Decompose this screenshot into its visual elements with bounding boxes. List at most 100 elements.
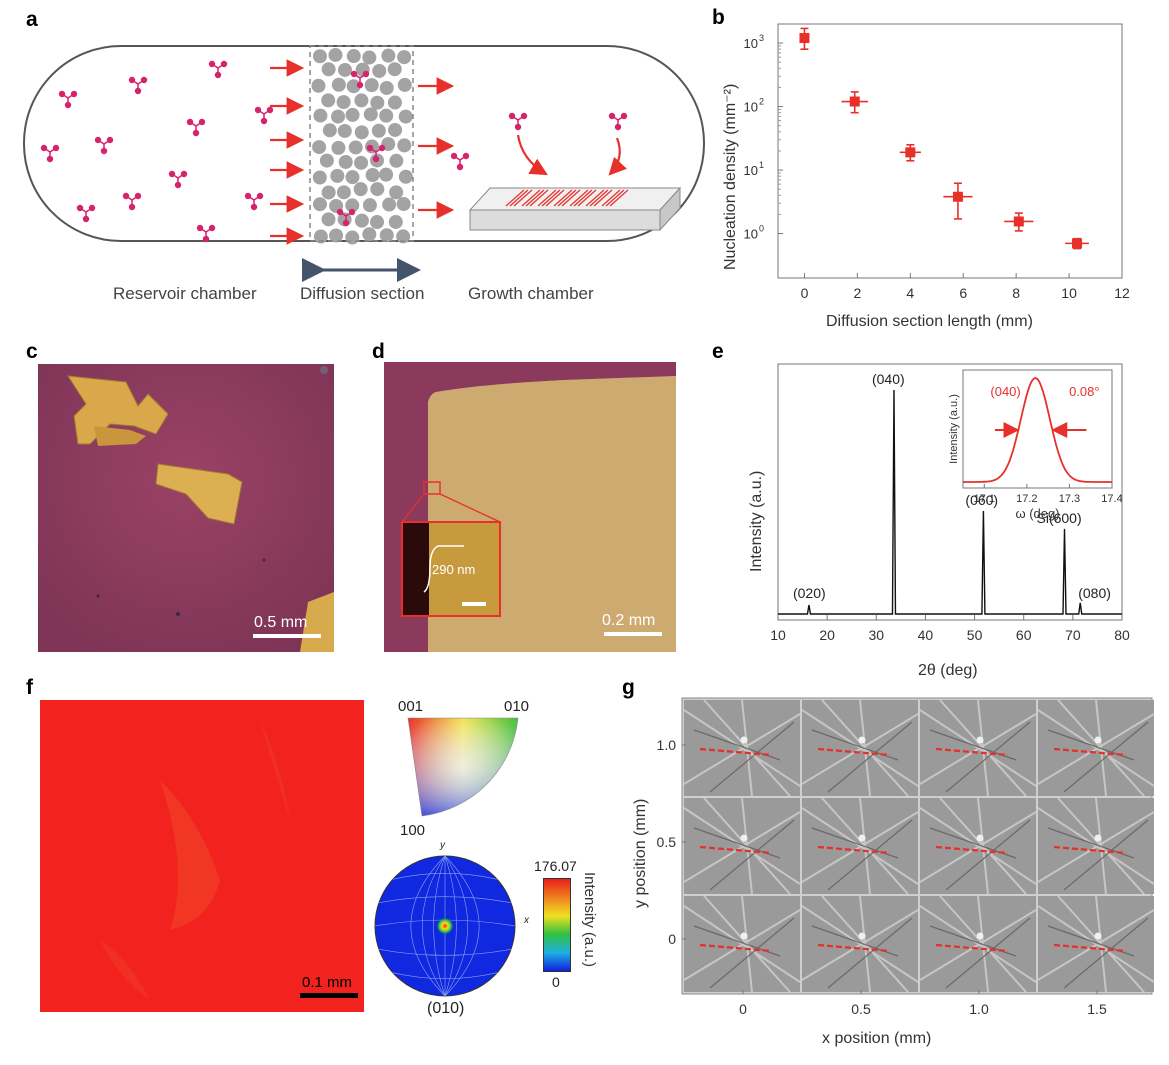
diffusion-disk [372,63,387,78]
panel-a-schematic [23,45,705,282]
x-tick-label: 0 [801,285,809,301]
panel-g-ylabel: y position (mm) [632,798,649,908]
molecule-icon [508,112,528,131]
diffusion-disk [363,107,378,122]
kikuchi-bands [1037,797,1155,895]
zone-axis [1094,834,1102,842]
panel-label-e: e [712,340,724,363]
y-tick-label: 10 [744,100,758,115]
y-tick-label: 1.0 [657,737,677,753]
diffusion-disk [370,215,385,230]
diffusion-disk [387,62,402,77]
diffusion-disk [354,155,369,170]
red-dashed-marker [1053,845,1127,855]
x-tick-label: 4 [906,285,914,301]
diffusion-disk [382,197,397,212]
x-tick-label: 30 [868,627,884,643]
panel-d-inset-label: 290 nm [432,562,476,577]
x-tick-label: 60 [1016,627,1032,643]
red-dashed-marker [935,943,1009,953]
molecule-icon [244,192,264,211]
zone-axis [976,736,984,744]
diffusion-disk [389,153,404,168]
molecule-icon [608,112,628,131]
kikuchi-bands [919,895,1037,993]
diffusion-disk [398,169,413,184]
diffusion-disk [389,185,404,200]
diffusion-disk [362,227,377,242]
inset-peak-label: (040) [990,384,1020,399]
ipf-label-001: 001 [398,698,424,715]
y-tick-label: 0.5 [657,834,677,850]
panel-label-c: c [26,340,38,363]
red-dashed-marker [699,747,773,757]
zone-axis [740,736,748,744]
x-tick-label: 1.0 [969,1001,989,1017]
data-point [799,33,810,44]
red-dashed-marker [1053,747,1127,757]
diffusion-disk [371,123,386,138]
diffusion-disk [346,49,361,64]
molecule-icon [450,152,470,171]
panel-d-optical-image: 290 nm 0.2 mm [384,362,676,652]
inset-frame [962,369,1113,489]
zone-axis [740,834,748,842]
panel-e-ylabel: Intensity (a.u.) [748,470,765,572]
kikuchi-bands [801,699,919,797]
red-dashed-marker [935,845,1009,855]
panel-label-f: f [26,676,33,699]
crystal-mark [537,189,565,207]
kikuchi-bands [919,699,1037,797]
x-tick-label: 40 [918,627,934,643]
red-dashed-marker [817,747,891,757]
red-dashed-marker [699,943,773,953]
molecule-icon [58,90,78,109]
diffusion-disk [397,77,412,92]
peak-label: Si(600) [1037,510,1082,526]
molecule-icon [122,192,142,211]
peak-label: (060) [965,492,998,508]
x-tick-label: 10 [1061,285,1077,301]
pole-label-010: (010) [427,1000,465,1017]
diffusion-caption: Diffusion section [300,284,425,303]
diffusion-disk [319,153,334,168]
diffusion-disk [312,49,327,64]
diffusion-disk [354,125,369,140]
inset-x-tick-label: 17.1 [974,493,995,505]
diffusion-disk [322,123,337,138]
plot-frame [777,363,1123,621]
data-point [849,96,860,107]
growth-substrate [468,186,682,232]
panel-e-xlabel: 2θ (deg) [918,662,978,679]
diffusion-disk [345,170,360,185]
molecule-icon [254,106,274,125]
diffusion-disk [388,122,403,137]
diffusion-disk [321,93,336,108]
kikuchi-bands [683,699,801,797]
y-tick-exponent: 1 [759,160,764,170]
diffusion-section-border [309,45,414,242]
diffusion-disk [365,168,380,183]
diffusion-disk [313,229,328,244]
panel-g-xlabel: x position (mm) [822,1030,932,1047]
diffusion-disk [379,108,394,123]
diffusion-disk [311,78,326,93]
xrd-curve [778,389,1122,615]
crystal-mark [505,189,533,207]
y-tick-exponent: 0 [759,224,764,234]
data-point [905,147,916,158]
x-tick-label: 10 [770,627,786,643]
diffusion-disk [312,140,327,155]
y-tick-label: 10 [744,163,758,178]
x-tick-label: 1.5 [1087,1001,1107,1017]
inset-x-tick-label: 17.2 [1016,493,1037,505]
diffusion-disk [321,212,336,227]
longitude-line [444,855,468,997]
colorbar-min: 0 [552,974,560,990]
peak-label: (040) [872,371,905,387]
kikuchi-bands [801,797,919,895]
diffusion-disk [396,229,411,244]
diffusion-disk [346,79,361,94]
x-tick-label: 80 [1114,627,1130,643]
crystal-mark [601,189,629,207]
